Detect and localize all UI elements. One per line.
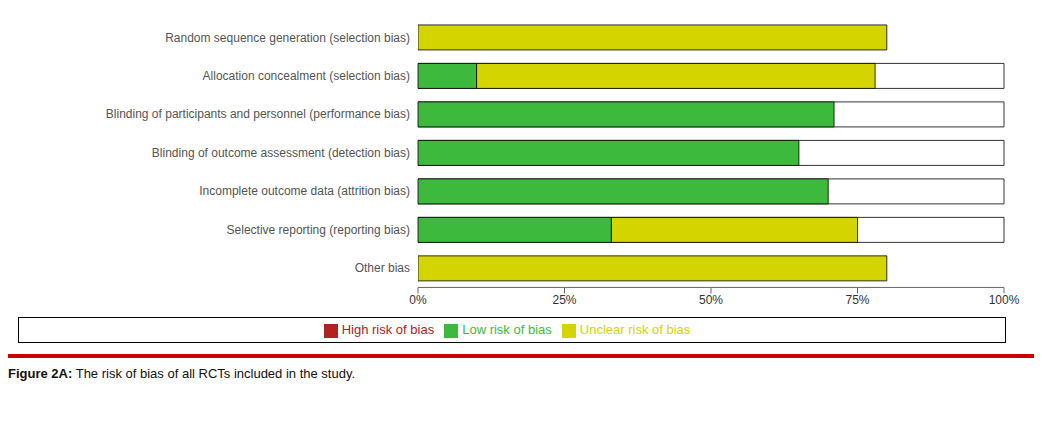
svg-text:25%: 25% [552, 293, 576, 307]
html-text:Figure 2A: The risk of bias of: Figure 2A: The risk of bias of all RCTs … [8, 366, 356, 381]
svg-text:Incomplete outcome data (attri: Incomplete outcome data (attrition bias) [199, 184, 410, 198]
svg-text:Blinding of participants and p: Blinding of participants and personnel (… [106, 107, 410, 121]
html-text:High risk of bias: High risk of bias [341, 322, 435, 338]
html-text:Low risk of bias: Low risk of bias [462, 322, 552, 338]
svg-text:Other bias: Other bias [355, 261, 410, 275]
svg-text:75%: 75% [845, 293, 869, 307]
svg-text:50%: 50% [699, 293, 723, 307]
svg-text:0%: 0% [409, 293, 427, 307]
svg-text:Random sequence generation (se: Random sequence generation (selection bi… [165, 31, 410, 45]
html-text:Unclear risk of bias: Unclear risk of bias [579, 322, 691, 338]
svg-text:Selective reporting (reporting: Selective reporting (reporting bias) [227, 223, 410, 237]
svg-text:Allocation concealment (select: Allocation concealment (selection bias) [203, 69, 410, 83]
svg-text:Blinding of outcome assessment: Blinding of outcome assessment (detectio… [152, 146, 410, 160]
svg-text:100%: 100% [989, 293, 1020, 307]
